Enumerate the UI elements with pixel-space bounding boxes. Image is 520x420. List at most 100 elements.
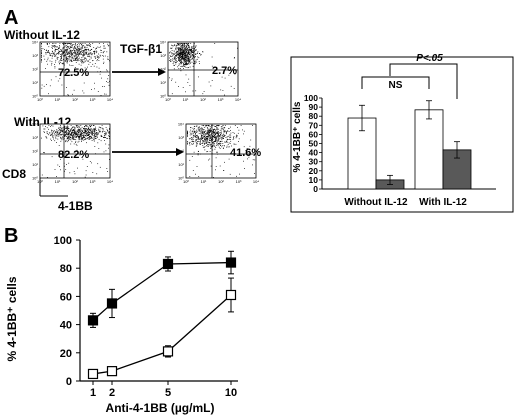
- line-chart: % 4-1BB⁺ cells Anti-4-1BB (µg/mL) 0 20 40 6…: [5, 235, 238, 415]
- dot-plot-y-tick: 10¹: [32, 162, 38, 167]
- open-square-point: [87, 368, 99, 380]
- dot-plot-percent: 82.2%: [58, 149, 89, 161]
- dot-plot-x-tick: 10²: [72, 179, 78, 184]
- filled-square-point: [225, 257, 237, 268]
- bar-y-tick-label: 60: [309, 129, 319, 139]
- open-square-point: [225, 289, 237, 301]
- bar-y-tick-label: 50: [309, 139, 319, 149]
- dot-plot-events: [41, 125, 110, 178]
- dot-plot-frame: [167, 41, 239, 97]
- bar: [414, 109, 444, 190]
- dot-plot-x-tick: 10⁰: [165, 97, 171, 102]
- dot-plot-frame: [185, 123, 257, 179]
- dot-plot-x-tick: 10³: [218, 97, 224, 102]
- bar-y-tick-label: 70: [309, 120, 319, 130]
- series-line-1: [92, 261, 232, 321]
- line-x-tick-label: 10: [225, 387, 237, 399]
- filled-square-point: [87, 315, 99, 326]
- dot-plot-y-tick: 10⁰: [32, 176, 38, 181]
- bar-y-tick-label: 100: [304, 93, 318, 103]
- dot-plot-x-tick: 10¹: [201, 179, 207, 184]
- dot-plot-y-tick: 10²: [32, 67, 38, 72]
- cd8-axis-label: CD8: [2, 167, 26, 181]
- bar-y-tick-label: 10: [309, 175, 319, 185]
- line-chart-x-label: Anti-4-1BB (µg/mL): [106, 401, 215, 415]
- arrow-row2: [112, 148, 184, 156]
- dot-plot-x-tick: 10²: [200, 97, 206, 102]
- dot-plot-x-tick: 10⁰: [37, 97, 43, 102]
- line-y-tick-label: 60: [60, 291, 72, 303]
- series-line-2: [92, 294, 232, 375]
- bar-category-label: Without IL-12: [344, 197, 408, 208]
- dot-plot-x-tick: 10³: [90, 179, 96, 184]
- bar-chart-frame: [290, 56, 514, 213]
- bar-y-tick-label: 0: [313, 184, 318, 194]
- dot-plot-percent: 41.6%: [230, 147, 261, 159]
- dot-plot-y-tick: 10⁴: [178, 122, 184, 127]
- dot-plot-frame: [39, 41, 111, 97]
- dot-plot-x-tick: 10³: [90, 97, 96, 102]
- line-x-tick-label: 5: [165, 387, 171, 399]
- line-y-tick-label: 20: [60, 348, 72, 360]
- bar-y-tick-label: 20: [309, 166, 319, 176]
- dot-plot-x-tick: 10⁴: [107, 179, 113, 184]
- 4-1bb-axis-label: 4-1BB: [58, 199, 93, 213]
- dot-plot-y-tick: 10⁴: [160, 40, 166, 45]
- dot-plot-y-tick: 10¹: [178, 162, 184, 167]
- dot-plot-y-tick: 10²: [32, 149, 38, 154]
- dot-plot-x-tick: 10¹: [55, 97, 61, 102]
- dot-plot-events: [169, 43, 238, 96]
- p-bracket: [389, 63, 458, 99]
- bar-y-tick-label: 30: [309, 157, 319, 167]
- p-value-label: P<.05: [416, 53, 443, 64]
- line-y-tick-label: 0: [66, 376, 72, 388]
- open-square-point: [106, 366, 118, 377]
- bar-y-tick-label: 90: [309, 102, 319, 112]
- line-chart-y-label: % 4-1BB⁺ cells: [5, 276, 19, 361]
- dot-plot-x-tick: 10⁴: [107, 97, 113, 102]
- dot-plot-y-tick: 10¹: [160, 80, 166, 85]
- dot-plot-x-tick: 10⁰: [183, 179, 189, 184]
- dot-plot-y-tick: 10²: [160, 67, 166, 72]
- flow-cytometry-panel: Without IL-12 With IL-12 TGF-β1 CD8 4-1B…: [2, 28, 261, 213]
- dot-plot-x-tick: 10³: [236, 179, 242, 184]
- panel-b-label: B: [4, 225, 18, 247]
- open-square-point: [162, 346, 174, 357]
- dot-plot-y-tick: 10³: [178, 135, 184, 140]
- line-y-tick-label: 80: [60, 263, 72, 275]
- filled-square-point: [162, 258, 174, 270]
- bar-y-tick-label: 40: [309, 148, 319, 158]
- dot-plot-x-tick: 10²: [218, 179, 224, 184]
- dot-plot-y-tick: 10⁰: [32, 94, 38, 99]
- ns-bracket: [361, 76, 430, 89]
- arrow-row1: [112, 68, 166, 76]
- line-x-tick-label: 1: [90, 387, 96, 399]
- dot-plot-y-tick: 10³: [160, 53, 166, 58]
- panel-a-label: A: [4, 7, 18, 29]
- dot-plot-y-tick: 10⁰: [178, 176, 184, 181]
- dot-plot-events: [187, 125, 256, 178]
- filled-square-point: [106, 298, 118, 309]
- ns-label: NS: [389, 80, 403, 91]
- dot-plot-x-tick: 10¹: [183, 97, 189, 102]
- dot-plot-y-tick: 10⁴: [32, 40, 38, 45]
- bar-category-label: With IL-12: [419, 197, 467, 208]
- row1-label: Without IL-12: [4, 28, 80, 42]
- dot-plot-x-tick: 10⁰: [37, 179, 43, 184]
- dot-plot-y-tick: 10⁰: [160, 94, 166, 99]
- dot-plot-y-tick: 10³: [32, 53, 38, 58]
- dot-plot-x-tick: 10⁴: [253, 179, 259, 184]
- dot-plot-percent: 2.7%: [212, 65, 237, 77]
- dot-plot-x-tick: 10⁴: [235, 97, 241, 102]
- dot-plot-percent: 72.5%: [58, 67, 89, 79]
- dot-plot-y-tick: 10²: [178, 149, 184, 154]
- arrow-label: TGF-β1: [120, 42, 162, 56]
- dot-plot-x-tick: 10²: [72, 97, 78, 102]
- dot-plot-y-tick: 10⁴: [32, 122, 38, 127]
- line-y-tick-label: 100: [54, 235, 72, 247]
